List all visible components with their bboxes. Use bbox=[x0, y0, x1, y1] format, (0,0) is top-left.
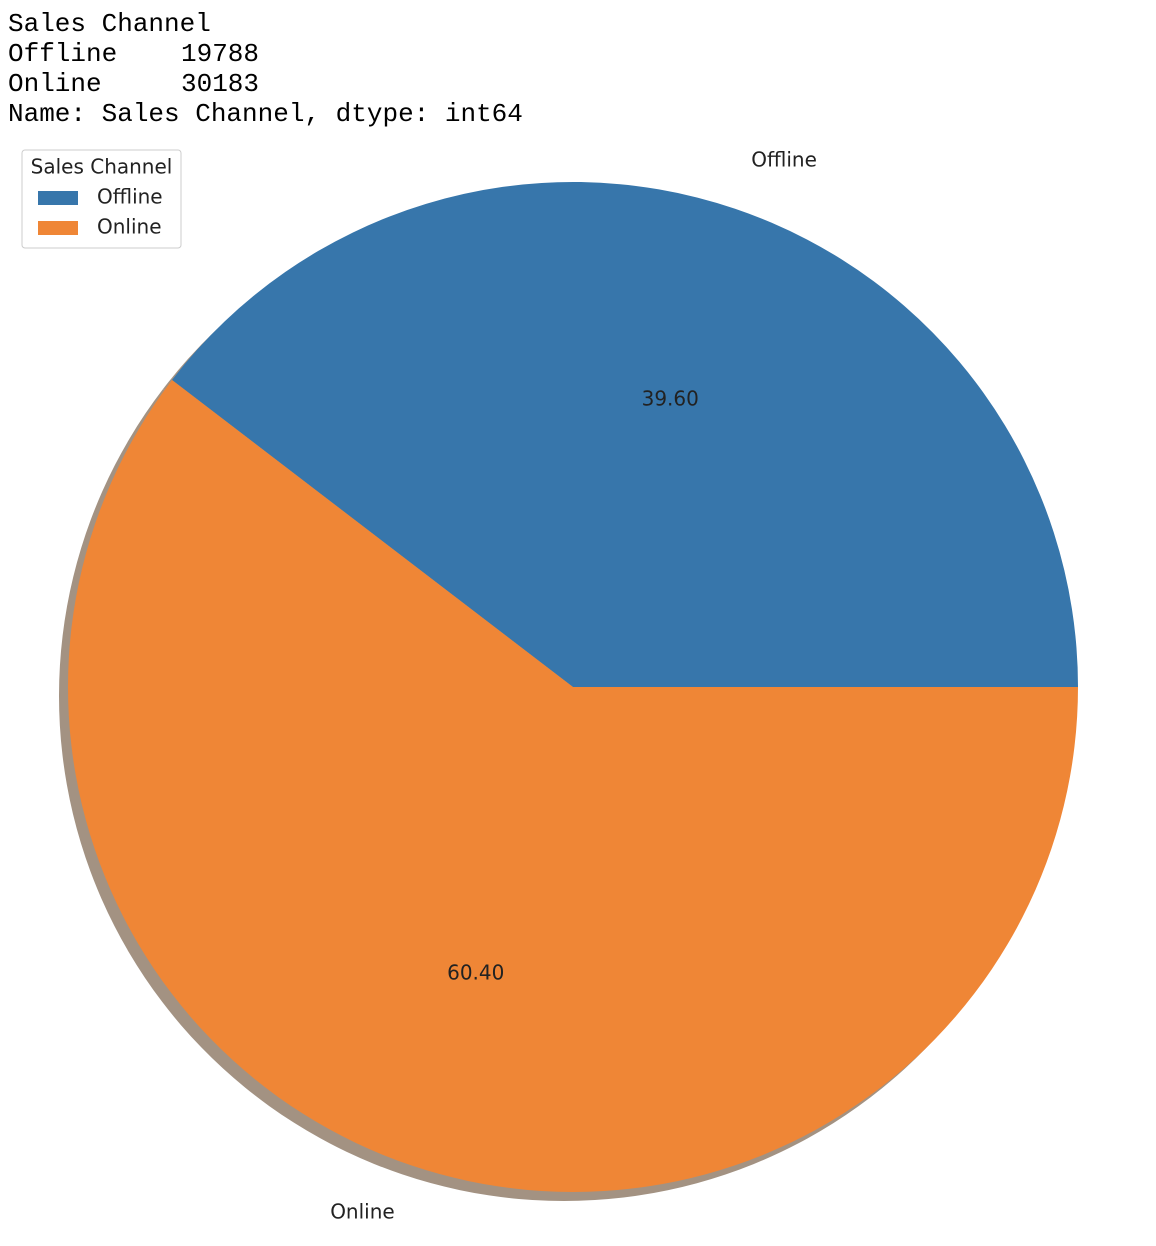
wedge bbox=[172, 182, 1078, 687]
row-value: 30183 bbox=[181, 69, 259, 99]
legend: Sales Channel Offline Online bbox=[21, 149, 182, 249]
row-value: 19788 bbox=[181, 39, 259, 69]
value-label: 60.40 bbox=[447, 960, 504, 984]
row-label: Offline bbox=[8, 39, 117, 69]
row-label: Online bbox=[8, 69, 102, 99]
legend-label: Online bbox=[97, 215, 162, 239]
legend-label: Offline bbox=[97, 185, 163, 209]
legend-title: Sales Channel bbox=[31, 155, 173, 179]
wedge bbox=[67, 379, 1078, 1193]
value-label: 39.60 bbox=[642, 387, 699, 411]
series-header: Sales Channel bbox=[8, 9, 211, 39]
wedge-label: Online bbox=[330, 1200, 395, 1224]
wedge-label: Offline bbox=[751, 147, 817, 171]
legend-swatch bbox=[38, 221, 78, 235]
series-footer: Name: Sales Channel, dtype: int64 bbox=[8, 99, 523, 129]
legend-swatch bbox=[38, 191, 78, 205]
